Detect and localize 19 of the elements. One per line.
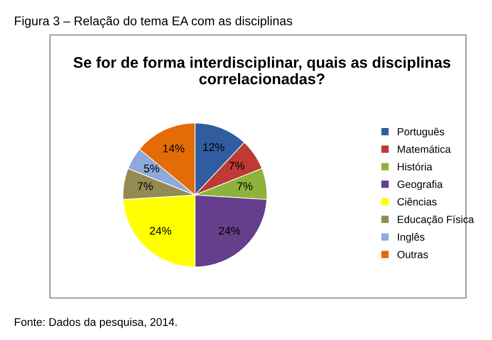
legend-label: Português (398, 128, 444, 138)
data-label: 24% (218, 226, 240, 235)
data-label: 24% (150, 226, 172, 235)
data-label: 5% (144, 164, 160, 172)
legend-label: Educação Física (398, 215, 474, 226)
chart-title: Se for de forma interdisciplinar, quais as disciplinas correlacionadas? (74, 56, 450, 84)
data-label: 14% (163, 144, 184, 152)
legend-label: História (398, 162, 432, 170)
text: Figura 3 – Relação do tema EA com as disciplinas (15, 16, 292, 28)
legend-label: Outras (397, 250, 428, 258)
legend-label: Geografia (398, 180, 443, 190)
data-label: 7% (237, 182, 252, 190)
legend-label: Inglês (398, 233, 424, 243)
legend-label: Matemática (398, 145, 451, 153)
data-label: 7% (138, 182, 153, 190)
data-label: 12% (203, 143, 224, 152)
data-label: 7% (229, 162, 244, 170)
legend-label: Ciências (398, 198, 437, 206)
source-note: Fonte: Dados da pesquisa, 2014. (14, 318, 177, 328)
